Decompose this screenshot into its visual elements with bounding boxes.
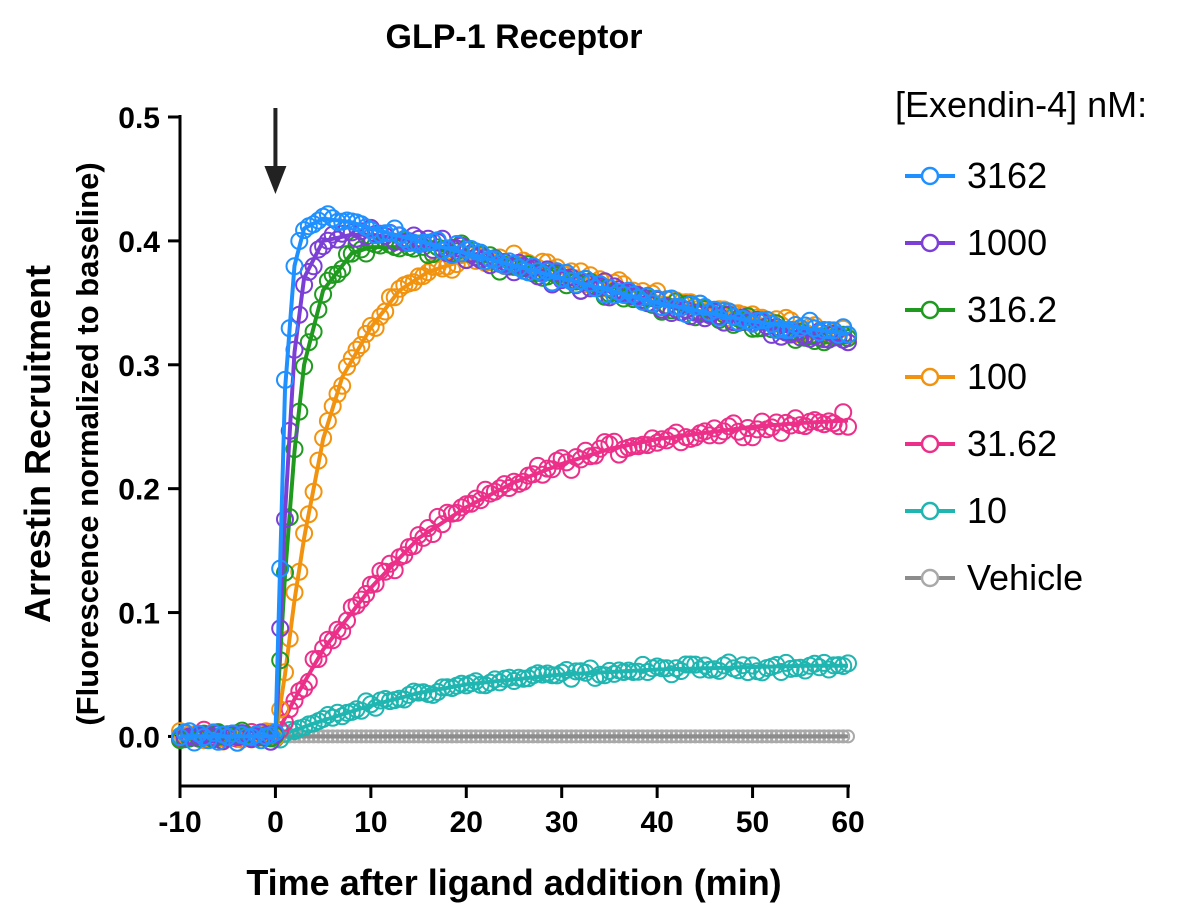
data-point	[390, 279, 409, 298]
data-point	[190, 724, 209, 743]
chart-title: GLP-1 Receptor	[386, 18, 643, 56]
data-point	[357, 585, 376, 603]
data-point	[323, 631, 342, 650]
data-point	[576, 441, 595, 460]
y-tick-label: 0.4	[118, 226, 160, 259]
data-point	[710, 426, 729, 445]
series-layer	[171, 205, 857, 752]
x-tick-label: 50	[736, 806, 769, 839]
x-tick-label: -10	[158, 806, 201, 839]
legend-item-10: 10	[905, 490, 1007, 531]
data-point	[581, 659, 600, 678]
data-point	[414, 267, 433, 285]
data-point	[686, 428, 705, 447]
data-point	[352, 590, 371, 609]
legend-label: 1000	[967, 222, 1047, 263]
arrow-annotation	[264, 108, 287, 194]
x-tick-label: 0	[267, 806, 284, 839]
data-point	[586, 668, 605, 687]
legend-marker	[920, 233, 940, 253]
legend: [Exendin-4] nM: 3162 1000 316.2 100 31.62 10 V…	[895, 84, 1147, 598]
data-point	[462, 494, 481, 513]
data-point	[681, 655, 700, 674]
data-point	[557, 661, 576, 679]
data-point	[328, 265, 347, 283]
data-point	[318, 271, 337, 290]
x-tick-label: 30	[545, 806, 578, 839]
data-point	[433, 515, 452, 534]
data-point	[490, 479, 509, 498]
y-tick-label: 0.2	[118, 474, 160, 507]
data-point	[295, 221, 314, 240]
data-point	[371, 307, 390, 326]
data-point	[753, 663, 772, 682]
y-axis-sublabel: (Fluorescence normalized to baseline)	[70, 162, 105, 725]
legend-item-Vehicle: Vehicle	[905, 557, 1083, 598]
legend-marker	[920, 300, 940, 320]
legend-item-316.2: 316.2	[905, 289, 1057, 330]
axes: 0.0 0.1 0.2 0.3 0.4 0.5 -10 0 10 20 30 40 50 60	[118, 102, 864, 839]
data-point	[471, 491, 490, 510]
legend-label: 100	[967, 356, 1027, 397]
data-point	[347, 340, 366, 359]
y-tick-label: 0.5	[118, 102, 160, 135]
legend-label: 10	[967, 490, 1007, 531]
y-axis-label-group: Arrestin Recruitment (Fluorescence norma…	[17, 162, 105, 725]
data-point	[662, 665, 681, 684]
legend-label: 31.62	[967, 423, 1057, 464]
legend-item-1000: 1000	[905, 222, 1047, 263]
legend-marker	[920, 501, 940, 521]
series-3162	[171, 205, 857, 752]
data-point	[839, 654, 857, 673]
legend-title: [Exendin-4] nM:	[895, 84, 1147, 125]
data-point	[404, 273, 423, 292]
y-tick-label: 0.0	[118, 721, 160, 754]
data-point	[471, 243, 490, 262]
data-point	[777, 321, 795, 340]
y-axis-label: Arrestin Recruitment	[17, 265, 58, 623]
data-point	[552, 449, 571, 468]
data-point	[314, 237, 333, 256]
legend-label: Vehicle	[967, 557, 1083, 598]
x-tick-label: 60	[831, 806, 864, 839]
data-point	[719, 302, 738, 321]
x-tick-label: 20	[450, 806, 483, 839]
data-point	[695, 298, 714, 316]
data-point	[280, 700, 299, 719]
data-point	[757, 310, 776, 329]
data-point	[719, 417, 738, 436]
data-point	[366, 574, 385, 593]
y-tick-label: 0.1	[118, 598, 160, 631]
legend-marker	[920, 434, 940, 454]
x-axis-label: Time after ligand addition (min)	[246, 862, 781, 903]
data-point	[309, 650, 328, 668]
x-tick-label: 10	[354, 806, 387, 839]
legend-marker	[920, 166, 940, 186]
legend-item-31.62: 31.62	[905, 423, 1057, 464]
data-point	[285, 691, 304, 710]
y-tick-label: 0.3	[118, 350, 160, 383]
data-point	[252, 731, 271, 750]
fit-line	[180, 663, 848, 739]
data-point	[347, 596, 366, 615]
data-point	[352, 336, 371, 354]
legend-marker	[920, 568, 940, 588]
legend-marker	[920, 367, 940, 387]
arrow-head	[264, 166, 287, 194]
legend-label: 3162	[967, 155, 1047, 196]
data-point	[414, 528, 433, 547]
data-point	[385, 288, 404, 307]
fit-line	[180, 216, 849, 739]
legend-label: 316.2	[967, 289, 1057, 330]
legend-item-3162: 3162	[905, 155, 1047, 196]
x-tick-label: 40	[640, 806, 673, 839]
fit-line	[180, 418, 849, 739]
data-point	[318, 231, 337, 250]
data-point	[342, 349, 361, 368]
data-point	[839, 417, 857, 436]
legend-item-100: 100	[905, 356, 1027, 397]
